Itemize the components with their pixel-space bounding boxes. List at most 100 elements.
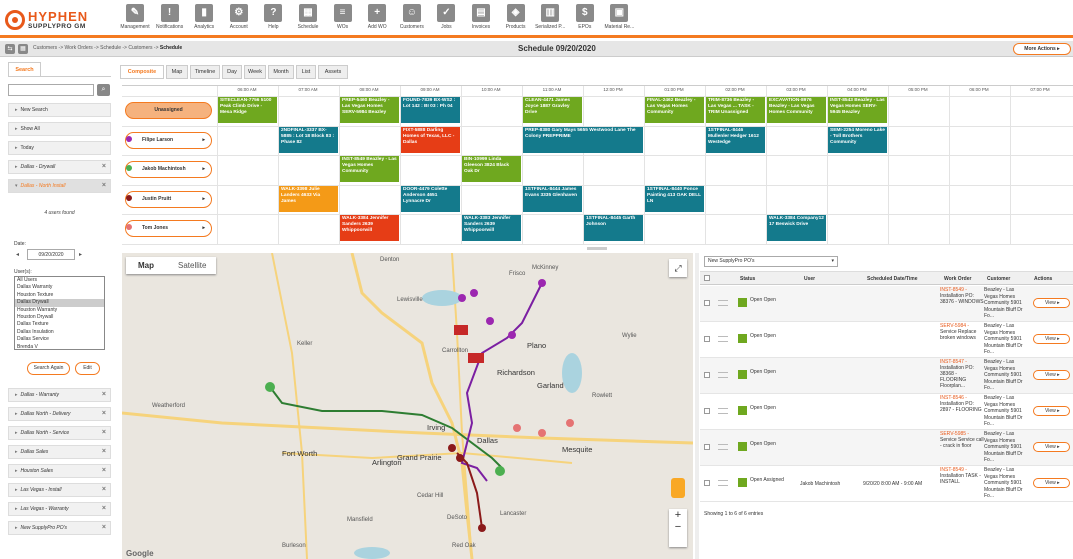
view-button[interactable]: View ▸ <box>1033 442 1070 452</box>
drag-handle-icon[interactable] <box>718 336 728 342</box>
column-header[interactable]: Customer <box>987 276 1011 282</box>
zoom-in-icon[interactable]: + <box>674 509 682 521</box>
nav-material-request[interactable]: ▣ Material Re... <box>602 4 636 30</box>
close-icon[interactable]: × <box>101 448 106 455</box>
nav-customers[interactable]: ☺ Customers <box>395 4 429 30</box>
schedule-event[interactable]: FOUND-7839 BX-WS2 : Lot 142 : BI 03 : Ph… <box>401 97 460 123</box>
splitter-vertical[interactable] <box>695 253 699 559</box>
column-header[interactable]: Status <box>740 276 756 282</box>
user-option[interactable]: Dallas Insulation <box>17 328 54 335</box>
users-listbox[interactable]: All Users Dallas Warranty Houston Texture D… <box>14 276 105 350</box>
search-again-button[interactable]: Search Again <box>27 362 70 375</box>
tab-map[interactable]: Map <box>166 65 188 79</box>
sidebar-item[interactable]: ▸ New SupplyPro PO's × <box>8 521 111 535</box>
pin-purple-2[interactable] <box>470 289 478 297</box>
nav-jobs[interactable]: ✓ Jobs <box>429 4 463 30</box>
row-checkbox[interactable] <box>704 480 710 486</box>
user-option[interactable]: Houston Warranty <box>17 306 58 313</box>
row-checkbox[interactable] <box>704 300 710 306</box>
schedule-event[interactable]: BIN-10999 Linda Gleeson 3824 Black Oak D… <box>462 156 521 183</box>
fullscreen-icon[interactable]: ⤢ <box>669 259 687 277</box>
table-row[interactable]: Open Open INST-8546 - Installation PO: 28… <box>700 394 1073 430</box>
pin-purple-1[interactable] <box>458 294 466 302</box>
table-row[interactable]: Open Open SERV-5984 - Service Replace bro… <box>700 322 1073 358</box>
schedule-event[interactable]: FIXT-5888 Darling Homes of Texas, LLC - … <box>401 126 460 153</box>
prev-date-icon[interactable]: ◂ <box>16 252 20 258</box>
table-row[interactable]: Open Open INST-8547 - Installation PO: 38… <box>700 358 1073 394</box>
tab-composite[interactable]: Composite <box>120 65 164 79</box>
brand-logo[interactable]: HYPHEN SUPPLYPRO GM <box>5 8 103 32</box>
drag-handle-icon[interactable] <box>718 300 728 306</box>
sidebar-item[interactable]: ▸ Dallas Sales × <box>8 445 111 459</box>
row-checkbox[interactable] <box>704 372 710 378</box>
schedule-event[interactable]: WALK-3383 Jennifer Sanders 2639 Whippoor… <box>462 215 521 242</box>
column-header[interactable]: Scheduled Date/Time <box>867 276 918 282</box>
pin-red-1[interactable] <box>513 424 521 432</box>
close-icon[interactable]: × <box>101 410 106 417</box>
drag-handle-icon[interactable] <box>718 480 728 486</box>
nav-serialized-products[interactable]: ▥ Serialized P... <box>533 4 567 30</box>
po-filter-select[interactable]: New SupplyPro PO's ▾ <box>704 256 838 267</box>
resource-pill[interactable]: Filipe Larson ▸ <box>125 131 212 149</box>
search-tab[interactable]: Search <box>8 62 41 76</box>
sidebar-item-active[interactable]: ▾ Dallas - North Install × <box>8 179 111 193</box>
row-checkbox[interactable] <box>704 336 710 342</box>
schedule-event[interactable]: WALK-3384 Jennifer Sanders 2639 Whippoor… <box>340 215 399 242</box>
schedule-event[interactable]: SITECLEAN-7756 5100 Peak Climb Drive - M… <box>218 97 277 123</box>
nav-calendar[interactable]: ▦ Schedule <box>291 4 325 30</box>
pin-red-3[interactable] <box>566 419 574 427</box>
back-arrow-icon[interactable]: ⇆ <box>5 44 15 54</box>
schedule-event[interactable]: INST-8543 Beazley - Las Vegas Homes SERV… <box>828 97 887 123</box>
user-option[interactable]: All Users <box>17 277 38 283</box>
nav-settings[interactable]: ⚙ Account <box>222 4 256 30</box>
edit-button[interactable]: Edit <box>75 362 100 375</box>
schedule-event[interactable]: CLEAN-4471 James Joyce 1887 Gravley Driv… <box>523 97 582 123</box>
truck-icon-2[interactable] <box>468 353 484 363</box>
close-icon[interactable]: × <box>101 486 106 493</box>
close-icon[interactable]: × <box>101 429 106 436</box>
street-view-icon[interactable] <box>671 478 685 498</box>
tab-timeline[interactable]: Timeline <box>190 65 220 79</box>
view-button[interactable]: View ▸ <box>1033 478 1070 488</box>
sidebar-item[interactable]: ▸ Dallas - Drywall × <box>8 160 111 174</box>
tab-assets[interactable]: Assets <box>318 65 348 79</box>
row-checkbox[interactable] <box>704 408 710 414</box>
schedule-event[interactable]: WALK-3384 Company12 17 Beswick Drive <box>767 215 826 242</box>
more-actions-button[interactable]: More Actions ▸ <box>1013 43 1071 55</box>
schedule-event[interactable]: 2NDFINAL-3337 BX-5885 : Lot 18 Block 83 … <box>279 126 338 153</box>
close-icon[interactable]: × <box>101 163 106 170</box>
map[interactable]: Denton Frisco McKinney Lewisville Plano Richa… <box>122 253 693 559</box>
sidebar-item[interactable]: ▸ Houston Sales × <box>8 464 111 478</box>
work-order-link[interactable]: INST-8547 - <box>940 359 967 365</box>
work-order-link[interactable]: INST-8549 - <box>940 287 967 293</box>
schedule-event[interactable]: 1STFINAL-8445 Garth Johnson <box>584 215 643 242</box>
pin-green-2[interactable] <box>495 466 505 476</box>
menu-toggle-icon[interactable]: ▦ <box>18 44 28 54</box>
search-icon[interactable]: ⌕ <box>97 84 110 96</box>
close-icon[interactable]: × <box>101 467 106 474</box>
close-icon[interactable]: × <box>101 505 106 512</box>
view-button[interactable]: View ▸ <box>1033 406 1070 416</box>
schedule-event[interactable]: WALK-3398 Julie Landers 4633 Via James <box>279 185 338 212</box>
schedule-event[interactable]: 1STFINAL-8444 James Evans 3335 Glenhaven <box>523 185 582 212</box>
nav-wrench[interactable]: ✎ Management <box>118 4 152 30</box>
sidebar-item[interactable]: ▸ New Search <box>8 103 111 117</box>
nav-add-work-order[interactable]: + Add WO <box>360 4 394 30</box>
user-option[interactable]: Dallas Warranty <box>17 284 53 291</box>
schedule-event[interactable]: EXCAVATION-8976 Beazley - Las Vegas Home… <box>767 97 826 123</box>
column-header[interactable]: User <box>804 276 816 282</box>
row-checkbox[interactable] <box>704 444 710 450</box>
sidebar-item[interactable]: ▸ Dallas North - Service × <box>8 426 111 440</box>
breadcrumb-path[interactable]: Customers -> Work Orders -> Schedule -> … <box>33 45 160 51</box>
drag-handle-icon[interactable] <box>718 408 728 414</box>
splitter-handle[interactable] <box>587 247 607 250</box>
pin-purple-4[interactable] <box>508 331 516 339</box>
column-header[interactable]: Work Order <box>944 276 972 282</box>
schedule-event[interactable]: PREP-8380 Gary Mays 5655 Westwood Lane T… <box>523 126 643 153</box>
close-icon[interactable]: × <box>101 182 106 189</box>
zoom-out-icon[interactable]: − <box>674 521 682 533</box>
column-header[interactable]: Actions <box>1034 276 1053 282</box>
view-button[interactable]: View ▸ <box>1033 298 1070 308</box>
table-row[interactable]: Open Open INST-8549 - Installation PO: 38… <box>700 286 1073 322</box>
close-icon[interactable]: × <box>101 391 106 398</box>
